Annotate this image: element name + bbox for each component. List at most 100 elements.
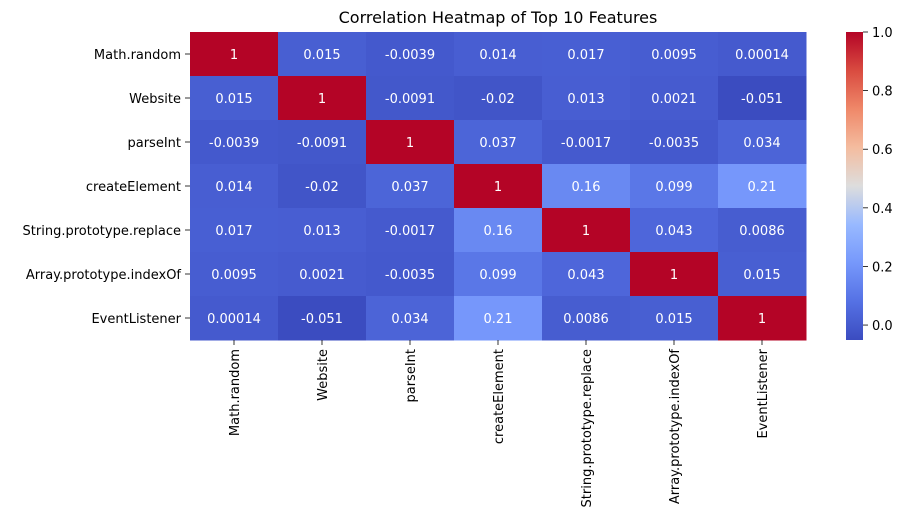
heatmap-cell xyxy=(454,164,543,209)
cell-value-label: 0.21 xyxy=(748,180,777,195)
heatmap-cell xyxy=(190,120,279,165)
cell-value-label: 1 xyxy=(406,136,414,151)
cell-value-label: 0.015 xyxy=(743,268,780,283)
cell-value-label: -0.0039 xyxy=(385,48,435,63)
column-tick-label: Website xyxy=(316,349,331,401)
cell-value-label: 0.034 xyxy=(743,136,780,151)
heatmap-cell xyxy=(454,208,543,253)
heatmap-cell xyxy=(278,76,367,121)
heatmap-cell xyxy=(630,252,719,297)
colorbar-tick-label: 0.8 xyxy=(872,85,893,100)
cell-value-label: 0.017 xyxy=(567,48,604,63)
heatmap-cell xyxy=(718,208,807,253)
heatmap-cell xyxy=(542,252,631,297)
heatmap-cell xyxy=(278,208,367,253)
heatmap-cell xyxy=(542,164,631,209)
cell-value-label: 0.00014 xyxy=(735,48,789,63)
cell-value-label: -0.0039 xyxy=(209,136,259,151)
heatmap-cell xyxy=(718,32,807,77)
cell-value-label: -0.0017 xyxy=(561,136,611,151)
cell-value-label: 0.043 xyxy=(567,268,604,283)
row-tick-label: parseInt xyxy=(127,136,181,151)
column-tick-label: Array.prototype.indexOf xyxy=(668,349,683,505)
cell-value-label: 0.037 xyxy=(479,136,516,151)
cell-value-label: 1 xyxy=(670,268,678,283)
cell-value-label: -0.02 xyxy=(481,92,515,107)
cell-value-label: 1 xyxy=(758,312,766,327)
heatmap-cell xyxy=(454,252,543,297)
colorbar-tick-label: 0.2 xyxy=(872,260,893,275)
cell-value-label: 0.014 xyxy=(479,48,516,63)
heatmap-cell xyxy=(542,208,631,253)
cell-value-label: -0.051 xyxy=(301,312,343,327)
cell-value-label: 0.0095 xyxy=(651,48,697,63)
heatmap-cell xyxy=(366,252,455,297)
cell-value-label: 0.037 xyxy=(391,180,428,195)
cell-value-label: 0.16 xyxy=(572,180,601,195)
heatmap-cell xyxy=(454,76,543,121)
heatmap-cell xyxy=(630,208,719,253)
cell-value-label: 0.21 xyxy=(484,312,513,327)
heatmap-cell xyxy=(454,120,543,165)
colorbar-gradient xyxy=(846,32,863,340)
cell-value-label: 0.0021 xyxy=(651,92,697,107)
cell-value-label: -0.0035 xyxy=(385,268,435,283)
heatmap-cell xyxy=(542,120,631,165)
column-tick-label: String.prototype.replace xyxy=(580,349,595,507)
cell-value-label: 0.099 xyxy=(479,268,516,283)
heatmap-cell xyxy=(718,252,807,297)
heatmap-cell xyxy=(366,296,455,341)
heatmap-cell xyxy=(718,120,807,165)
cell-value-label: 0.043 xyxy=(655,224,692,239)
heatmap-cell xyxy=(454,32,543,77)
row-tick-label: EventListener xyxy=(91,312,181,327)
column-tick-label: parseInt xyxy=(404,349,419,403)
row-tick-label: Math.random xyxy=(94,48,181,63)
cell-value-label: 0.0086 xyxy=(563,312,609,327)
heatmap-cell xyxy=(630,296,719,341)
heatmap-cell xyxy=(718,76,807,121)
heatmap-cell xyxy=(366,164,455,209)
cell-value-label: 0.099 xyxy=(655,180,692,195)
heatmap-cell xyxy=(630,32,719,77)
heatmap-cell xyxy=(542,32,631,77)
cell-value-label: 1 xyxy=(318,92,326,107)
heatmap-cell xyxy=(366,208,455,253)
cell-value-label: 0.013 xyxy=(303,224,340,239)
cell-value-label: 1 xyxy=(494,180,502,195)
heatmap-cell xyxy=(278,32,367,77)
heatmap-cell xyxy=(278,296,367,341)
heatmap-cell xyxy=(366,120,455,165)
heatmap-cell xyxy=(542,296,631,341)
cell-value-label: 1 xyxy=(582,224,590,239)
cell-value-label: 0.16 xyxy=(484,224,513,239)
cell-value-label: 0.015 xyxy=(215,92,252,107)
cell-value-label: 0.034 xyxy=(391,312,428,327)
heatmap-cell xyxy=(366,76,455,121)
column-tick-labels: Math.random Website parseInt createElement S… xyxy=(228,340,771,507)
colorbar-tick-label: 0.6 xyxy=(872,143,893,158)
heatmap-cell xyxy=(718,296,807,341)
heatmap-cell xyxy=(190,208,279,253)
heatmap-cell xyxy=(630,120,719,165)
cell-value-label: 0.013 xyxy=(567,92,604,107)
heatmap-cell xyxy=(278,164,367,209)
cell-value-label: 0.017 xyxy=(215,224,252,239)
column-tick-label: createElement xyxy=(492,349,507,444)
heatmap-cell xyxy=(278,120,367,165)
cell-value-label: -0.0091 xyxy=(385,92,435,107)
cell-value-label: 0.014 xyxy=(215,180,252,195)
row-tick-label: String.prototype.replace xyxy=(23,224,181,239)
cell-value-label: 0.0021 xyxy=(299,268,345,283)
cell-value-label: 0.015 xyxy=(655,312,692,327)
cell-value-label: -0.02 xyxy=(305,180,339,195)
heatmap-cell xyxy=(278,252,367,297)
heatmap-cell xyxy=(630,164,719,209)
colorbar-tick-label: 0.0 xyxy=(872,319,893,334)
heatmap-cell xyxy=(190,252,279,297)
heatmap-cell xyxy=(454,296,543,341)
heatmap-cell xyxy=(366,32,455,77)
chart-title: Correlation Heatmap of Top 10 Features xyxy=(339,8,658,27)
row-tick-label: createElement xyxy=(86,180,181,195)
colorbar-tick-label: 1.0 xyxy=(872,26,893,41)
